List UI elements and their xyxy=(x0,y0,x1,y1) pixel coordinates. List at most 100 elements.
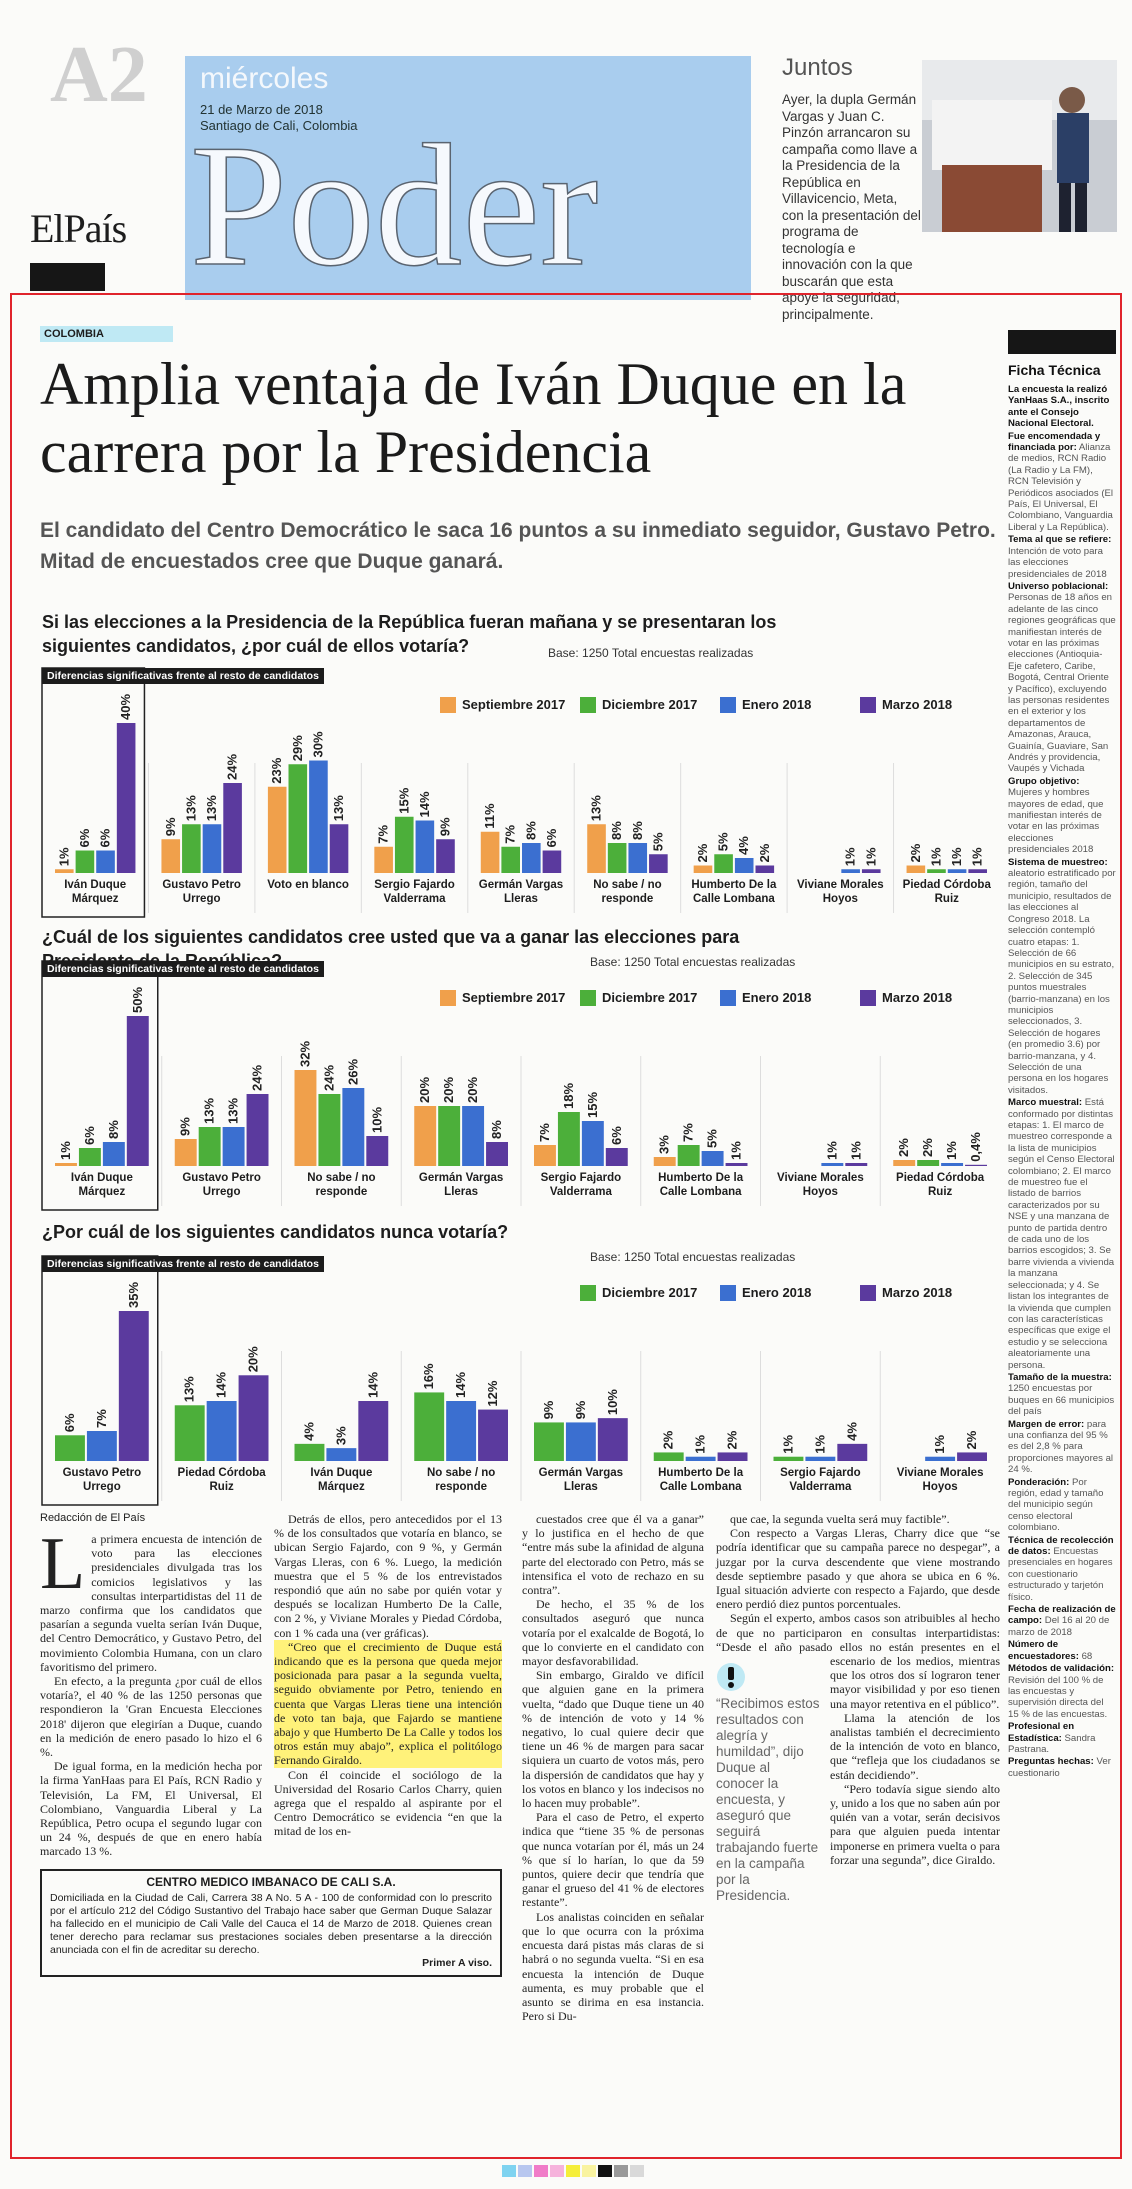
side-title: Juntos xyxy=(782,54,853,81)
ficha-text: Ver cuestionario xyxy=(1008,1756,1111,1779)
bar xyxy=(436,839,455,873)
legend-label: Diciembre 2017 xyxy=(602,990,698,1005)
ficha-label: Tamaño de la muestra: xyxy=(1008,1371,1112,1383)
category-label: Piedad Córdoba Ruiz xyxy=(896,1172,985,1198)
bar xyxy=(202,824,222,873)
bar xyxy=(75,850,95,873)
deck: El candidato del Centro Democrático le s… xyxy=(40,519,996,573)
value-label: 0,4% xyxy=(968,1132,983,1162)
value-label: 7% xyxy=(94,1409,109,1428)
category-label: Humberto De la Calle Lombana xyxy=(691,879,777,905)
kicker: COLOMBIA xyxy=(40,326,173,342)
category-label: Voto en blanco xyxy=(267,879,349,891)
bar xyxy=(653,1157,676,1166)
bar xyxy=(557,1112,580,1166)
value-label: 5% xyxy=(650,832,665,851)
bar xyxy=(462,1106,485,1166)
value-label: 1% xyxy=(932,1434,947,1453)
value-label: 1% xyxy=(928,847,943,866)
category-label: Iván Duque Márquez xyxy=(310,1467,373,1493)
column-text: “Recibimos estos resultados con alegría … xyxy=(716,1512,1000,1910)
ficha-label: Margen de error: xyxy=(1008,1418,1085,1430)
annotation: Diferencias significativas frente al res… xyxy=(42,961,324,977)
legend-swatch xyxy=(580,1285,596,1301)
category-label: Viviane Morales Hoyos xyxy=(896,1467,984,1493)
bar xyxy=(118,1311,149,1461)
value-label: 8% xyxy=(106,1120,121,1139)
value-label: 13% xyxy=(182,1376,197,1402)
bar xyxy=(55,1163,77,1166)
bar xyxy=(294,1070,317,1166)
bar xyxy=(841,869,860,873)
ficha-label: Preguntas hechas: xyxy=(1008,1756,1094,1768)
quote-text: “Recibimos estos resultados con alegría … xyxy=(716,1696,820,1903)
bar xyxy=(925,1456,956,1461)
value-label: 20% xyxy=(465,1077,480,1103)
notice-signoff: Primer A viso. xyxy=(422,1956,492,1969)
bar xyxy=(486,1142,508,1166)
paragraph: Con él coincide el sociólogo de la Unive… xyxy=(274,1767,502,1839)
value-label: 26% xyxy=(345,1059,360,1085)
value-label: 2% xyxy=(757,843,772,862)
legend-swatch xyxy=(720,990,736,1006)
bar xyxy=(968,869,987,873)
ficha-label: Marco muestral: xyxy=(1008,1097,1083,1109)
value-label: 2% xyxy=(964,1430,979,1449)
legend-label: Enero 2018 xyxy=(742,990,812,1005)
bar xyxy=(534,1145,556,1166)
value-label: 50% xyxy=(130,987,145,1013)
bar xyxy=(821,1163,844,1166)
bar xyxy=(587,824,606,873)
bar xyxy=(102,1142,125,1166)
bar xyxy=(238,1375,269,1461)
value-label: 2% xyxy=(920,1138,935,1157)
ficha-text: Por región, edad y tamaño del municipio … xyxy=(1008,1476,1104,1534)
ficha-item: Fecha de realización de campo: Del 16 al… xyxy=(1008,1604,1116,1638)
column-text: Detrás de ellos, pero antecedidos por el… xyxy=(274,1512,502,1859)
value-label: 16% xyxy=(421,1363,436,1389)
left-columns: Redacción de El País La primera encuesta… xyxy=(40,1512,502,1859)
byline: Redacción de El País xyxy=(40,1512,146,1524)
ficha-items: La encuesta la realizó YanHaas S.A., ins… xyxy=(1008,384,1116,1779)
value-label: 9% xyxy=(163,817,178,836)
value-label: 5% xyxy=(716,832,731,851)
bar xyxy=(374,846,393,873)
value-label: 6% xyxy=(82,1126,97,1145)
category-label: Germán Vargas Lleras xyxy=(478,879,564,905)
bar xyxy=(478,1409,508,1461)
legend-label: Marzo 2018 xyxy=(882,697,953,712)
bar xyxy=(55,869,74,873)
legend-label: Enero 2018 xyxy=(742,697,812,712)
value-label: 7% xyxy=(503,825,518,844)
category-label: Piedad Córdoba Ruiz xyxy=(177,1467,266,1493)
ficha-item: Marco muestral: Está conformado por dist… xyxy=(1008,1097,1116,1371)
ficha-text: Alianza de medios, RCN Radio (La Radio y… xyxy=(1008,442,1114,533)
ficha-text: Está conformado por distintas etapas: 1.… xyxy=(1008,1097,1115,1371)
value-label: 20% xyxy=(441,1077,456,1103)
chart-subtitle: Base: 1250 Total encuestas realizadas xyxy=(590,1250,796,1264)
bar xyxy=(597,1418,628,1461)
ficha-item: Preguntas hechas: Ver cuestionario xyxy=(1008,1756,1116,1779)
paragraph: que cae, la segunda vuelta será muy fact… xyxy=(730,1512,950,1526)
bar xyxy=(714,854,733,873)
paragraph: Sin embargo, Giraldo ve difícil que algu… xyxy=(522,1668,704,1811)
value-label: 32% xyxy=(297,1041,312,1067)
value-label: 14% xyxy=(453,1372,468,1398)
bar xyxy=(96,850,115,873)
value-label: 8% xyxy=(489,1120,504,1139)
paragraph: Con respecto a Vargas Lleras, Charry dic… xyxy=(716,1526,1000,1612)
ficha-text: Mujeres y hombres mayores de edad, que m… xyxy=(1008,787,1104,856)
bar xyxy=(628,843,648,873)
paragraph: Según el experto, ambos casos son atribu… xyxy=(716,1611,1000,1711)
bar xyxy=(414,1392,445,1461)
ficha-text: Intención de voto para las elecciones pr… xyxy=(1008,545,1107,580)
bar xyxy=(773,1456,804,1461)
bar xyxy=(755,865,775,873)
ficha-text: Personas de 18 años en adelante de las c… xyxy=(1008,592,1116,775)
paragraph: Llama la atención de los analistas tambi… xyxy=(830,1710,1000,1782)
value-label: 14% xyxy=(214,1372,229,1398)
chart-subtitle: Base: 1250 Total encuestas realizadas xyxy=(590,955,796,969)
bar xyxy=(116,723,136,873)
bar xyxy=(717,1452,748,1461)
bar xyxy=(288,764,308,873)
